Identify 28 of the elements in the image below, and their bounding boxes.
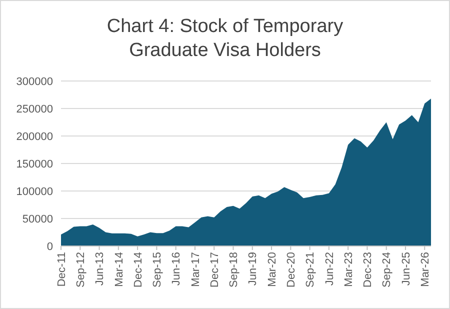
y-tick-label: 250000 (16, 103, 53, 116)
x-tick-label: Mar-20 (266, 252, 278, 287)
x-tick-label: Dec-14 (132, 252, 144, 288)
chart-title: Chart 4: Stock of Temporary Graduate Visa Holders (106, 16, 344, 61)
x-tick-label: Jun-19 (247, 252, 260, 286)
x-tick-label: Jun-16 (170, 252, 183, 286)
y-tick-label: 200000 (16, 130, 53, 143)
x-tick-label: Mar-14 (113, 252, 126, 287)
x-tick-label: Dec-17 (208, 252, 221, 288)
x-tick-label: Sep-24 (381, 252, 394, 288)
x-tick-label: Dec-11 (56, 252, 68, 287)
x-tick-label: Jun-22 (324, 252, 336, 286)
y-tick-label: 50000 (22, 213, 53, 226)
x-tick-label: Sep-12 (74, 252, 87, 288)
x-tick-label: Sep-18 (228, 252, 240, 288)
x-tick-label: Sep-21 (304, 252, 317, 288)
x-tick-label: Jun-13 (94, 252, 106, 286)
x-tick-label: Dec-20 (286, 252, 298, 288)
y-tick-label: 300000 (16, 76, 53, 88)
x-tick-label: Sep-15 (152, 252, 164, 288)
x-tick-label: Jun-25 (400, 252, 412, 286)
y-tick-label: 150000 (16, 158, 53, 170)
x-tick-label: Mar-17 (190, 252, 202, 287)
x-tick-label: Mar-26 (419, 252, 432, 287)
y-tick-label: 100000 (16, 186, 53, 198)
x-tick-label: Mar-23 (342, 252, 355, 287)
y-tick-label: 0 (46, 240, 53, 253)
x-tick-label: Dec-23 (362, 252, 374, 288)
